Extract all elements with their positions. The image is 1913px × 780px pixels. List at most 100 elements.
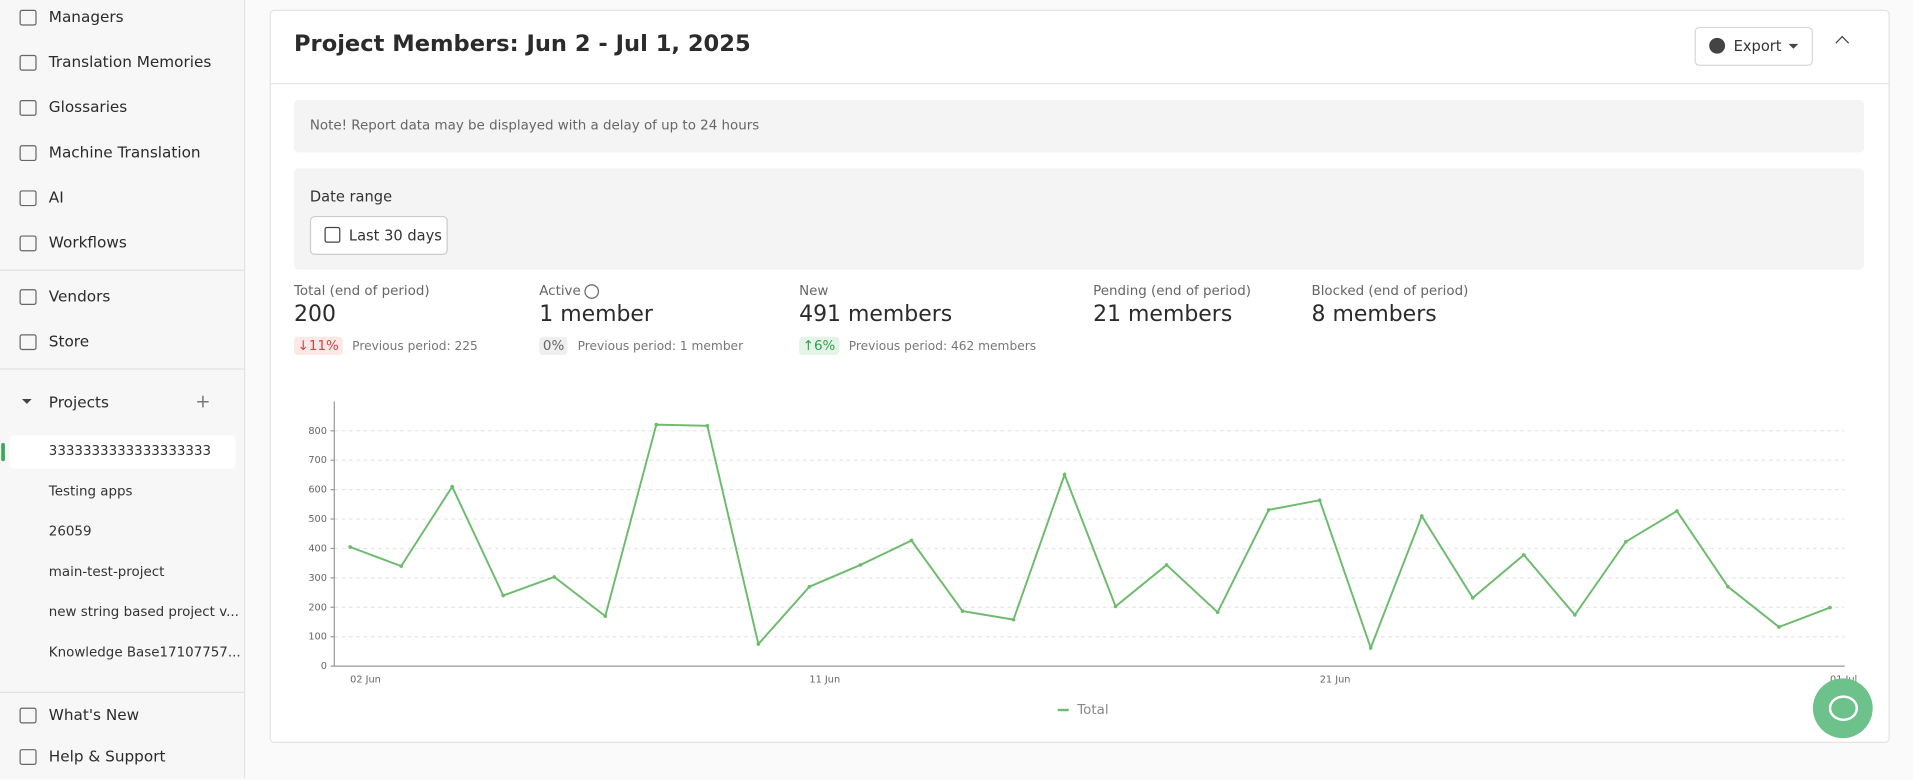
selected-bg bbox=[9, 435, 236, 469]
nav-item[interactable]: Store bbox=[48, 331, 90, 351]
point bbox=[807, 584, 812, 589]
point bbox=[501, 593, 506, 598]
projects-header[interactable]: Projects bbox=[48, 392, 109, 412]
point bbox=[1470, 596, 1475, 600]
stat-change: 0% bbox=[539, 336, 568, 356]
x-tick-label: 11 Jun bbox=[809, 675, 840, 686]
nav-icon bbox=[19, 145, 37, 162]
selected-bar bbox=[1, 442, 5, 462]
nav-item[interactable]: Workflows bbox=[48, 233, 127, 252]
stat-value: 491 members bbox=[799, 301, 953, 327]
point bbox=[858, 563, 863, 567]
project-item[interactable]: 26059 bbox=[48, 523, 92, 540]
y-tick-label: 700 bbox=[308, 455, 327, 466]
stat-label: New bbox=[799, 283, 829, 299]
stat-value: 1 member bbox=[539, 301, 653, 327]
stat-change-value: 0% bbox=[542, 337, 565, 354]
project-item[interactable]: main-test-project bbox=[48, 563, 165, 580]
point bbox=[1011, 617, 1016, 622]
point bbox=[909, 538, 914, 543]
project-item[interactable]: Knowledge Base17107757... bbox=[48, 644, 241, 661]
stat-previous: Previous period: 225 bbox=[352, 340, 478, 354]
point bbox=[1419, 514, 1424, 518]
legend-label: Total bbox=[1076, 703, 1108, 718]
note-box: Note! Report data may be displayed with … bbox=[294, 100, 1865, 153]
nav-item[interactable]: Vendors bbox=[48, 286, 111, 305]
stat-change-row: ↓11% Previous period: 225 bbox=[294, 332, 478, 356]
stat-label: Blocked (end of period) bbox=[1311, 283, 1469, 299]
point bbox=[1624, 539, 1628, 544]
point bbox=[1266, 508, 1271, 512]
divider bbox=[0, 691, 244, 693]
nav-item[interactable]: Managers bbox=[48, 7, 124, 26]
y-tick-label: 200 bbox=[308, 602, 327, 613]
nav-icon bbox=[19, 235, 37, 252]
nav-item[interactable]: Translation Memories bbox=[48, 52, 212, 71]
y-tick-label: 600 bbox=[308, 485, 327, 496]
project-item[interactable]: 3333333333333333333 bbox=[48, 442, 212, 459]
info-icon bbox=[584, 284, 600, 299]
x-tick-label: 02 Jun bbox=[350, 675, 381, 686]
point bbox=[1317, 498, 1322, 503]
stat-change: ↑6% bbox=[799, 336, 839, 356]
date-range-value: Last 30 days bbox=[348, 226, 442, 244]
point bbox=[960, 609, 965, 613]
export-button[interactable]: Export bbox=[1694, 26, 1813, 66]
point bbox=[1521, 553, 1526, 557]
divider bbox=[0, 269, 244, 271]
divider bbox=[0, 368, 244, 370]
y-tick-label: 300 bbox=[308, 573, 327, 584]
stat-label: Pending (end of period) bbox=[1093, 283, 1252, 299]
y-tick-label: 800 bbox=[308, 426, 327, 437]
sidebar: Managers Translation Memories Glossaries Ma… bbox=[0, 0, 246, 779]
nav-icon bbox=[19, 707, 37, 724]
point bbox=[399, 564, 403, 568]
series-line bbox=[349, 423, 1831, 651]
nav-item[interactable]: Glossaries bbox=[48, 97, 128, 116]
nav-icon bbox=[19, 190, 37, 207]
nav-item[interactable]: AI bbox=[48, 187, 64, 207]
point bbox=[1215, 610, 1220, 615]
y-tick-label: 500 bbox=[308, 514, 327, 525]
report-card: Project Members: Jun 2 - Jul 1, 2025 Exp… bbox=[269, 9, 1890, 743]
help-chat-button[interactable] bbox=[1812, 678, 1873, 739]
point bbox=[1675, 509, 1679, 513]
projects-caret bbox=[21, 398, 32, 409]
stat-value: 8 members bbox=[1311, 301, 1437, 327]
footer-item[interactable]: What's New bbox=[48, 705, 140, 724]
stat-change-value: 11% bbox=[308, 337, 339, 354]
project-item[interactable]: new string based project v... bbox=[48, 603, 239, 620]
point bbox=[1062, 472, 1067, 477]
point bbox=[1368, 646, 1373, 650]
point bbox=[705, 423, 710, 428]
nav-icon bbox=[19, 9, 37, 26]
stat-change-value: 6% bbox=[814, 337, 836, 354]
nav-item[interactable]: Machine Translation bbox=[48, 142, 201, 162]
point bbox=[1726, 584, 1730, 589]
add-project[interactable]: + bbox=[195, 390, 211, 413]
stat-previous: Previous period: 1 member bbox=[577, 340, 744, 354]
y-tick-label: 400 bbox=[308, 543, 327, 554]
y-tick-label: 0 bbox=[321, 661, 327, 672]
stat-change-row: 0% Previous period: 1 member bbox=[539, 332, 744, 356]
project-item[interactable]: Testing apps bbox=[48, 483, 133, 499]
stat-label: Active bbox=[539, 283, 581, 299]
nav-icon bbox=[19, 100, 37, 116]
nav-icon bbox=[19, 334, 37, 351]
point bbox=[1113, 604, 1118, 609]
y-tick-label: 100 bbox=[308, 632, 327, 643]
point bbox=[756, 642, 761, 646]
nav-icon bbox=[19, 289, 37, 305]
point bbox=[654, 422, 659, 427]
x-tick-label: 21 Jun bbox=[1320, 675, 1351, 686]
date-range-select[interactable]: Last 30 days bbox=[309, 215, 448, 255]
stat-change-row: ↑6% Previous period: 462 members bbox=[799, 332, 1037, 356]
export-label: Export bbox=[1733, 37, 1782, 55]
point bbox=[1777, 625, 1781, 629]
date-range-box: Date range Last 30 days bbox=[294, 168, 1865, 270]
stat-previous: Previous period: 462 members bbox=[848, 340, 1037, 354]
footer-item[interactable]: Help & Support bbox=[48, 746, 166, 765]
